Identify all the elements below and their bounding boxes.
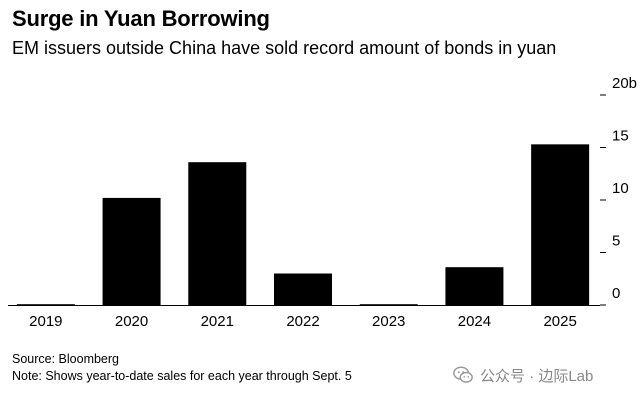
x-tick-label: 2021: [201, 313, 234, 330]
chart-subtitle: EM issuers outside China have sold recor…: [12, 38, 557, 58]
x-tick-label: 2020: [115, 313, 148, 330]
y-tick-label: 10: [612, 180, 629, 197]
y-tick-label: 5: [612, 233, 620, 250]
x-tick-label: 2019: [29, 313, 62, 330]
bar-2022: [274, 273, 332, 305]
bar-2019: [16, 304, 75, 305]
bar-chart: 0 5 10 15 20b 2019 2020 2021 2022 2023 2024 2025: [8, 75, 637, 330]
source-note: Source: Bloomberg: [12, 352, 120, 366]
watermark-text: 公众号 · 边际Lab: [480, 367, 594, 385]
wechat-icon: [453, 366, 473, 383]
bar-2023: [359, 304, 418, 305]
watermark: 公众号 · 边际Lab: [452, 364, 593, 386]
bar-2021: [188, 162, 247, 305]
x-tick-label: 2023: [372, 313, 405, 330]
x-tick-label: 2025: [543, 313, 576, 330]
bar-2025: [531, 144, 590, 305]
footnote: Note: Shows year-to-date sales for each …: [12, 369, 352, 383]
x-tick-label: 2022: [286, 313, 319, 330]
bar-2020: [102, 197, 161, 305]
x-tick-label: 2024: [458, 313, 491, 330]
y-tick-label: 20b: [612, 75, 637, 92]
y-tick-label: 15: [612, 128, 629, 145]
chart-title: Surge in Yuan Borrowing: [12, 6, 270, 31]
bar-2024: [445, 267, 504, 305]
y-tick-label: 0: [612, 285, 620, 302]
